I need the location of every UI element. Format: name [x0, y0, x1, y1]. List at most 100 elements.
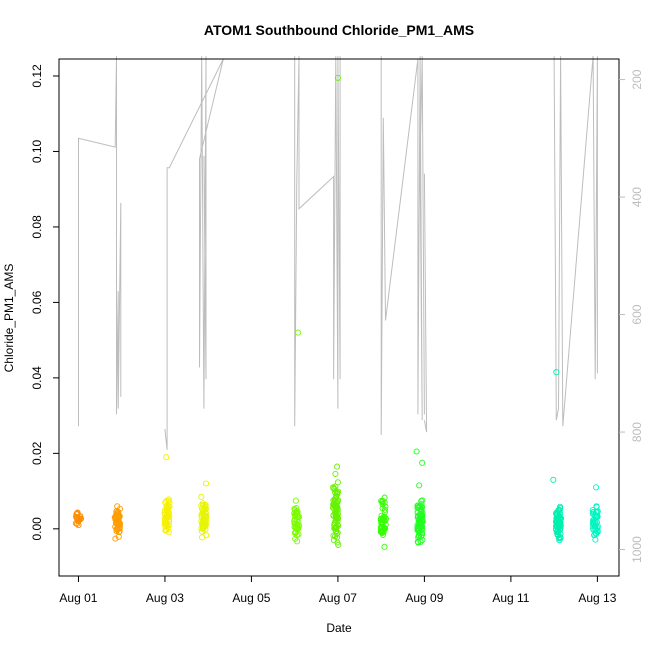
- y-tick-label: 0.12: [30, 64, 44, 88]
- data-point: [293, 532, 300, 539]
- data-point: [331, 505, 338, 512]
- data-point: [333, 528, 340, 535]
- data-point: [381, 543, 388, 550]
- data-point: [116, 525, 123, 532]
- data-point: [162, 499, 169, 506]
- data-point: [554, 514, 561, 522]
- y-tick-label: 0.10: [30, 139, 44, 163]
- data-point: [295, 329, 302, 336]
- data-point: [198, 493, 205, 500]
- data-point: [593, 484, 600, 491]
- data-point: [416, 482, 423, 489]
- data-point: [332, 498, 339, 505]
- x-tick-label: Aug 05: [232, 591, 270, 605]
- data-point: [116, 522, 123, 529]
- data-point: [335, 541, 342, 548]
- x-tick-label: Aug 11: [492, 591, 529, 605]
- data-point: [381, 517, 388, 524]
- data-point: [202, 517, 209, 524]
- data-point: [377, 517, 384, 524]
- y-tick-label: 0.00: [30, 517, 44, 541]
- data-point: [415, 513, 422, 520]
- line-series-segment: [78, 56, 122, 427]
- data-point: [419, 497, 426, 504]
- data-point: [334, 515, 341, 522]
- data-point: [199, 510, 206, 517]
- x-axis: Aug 01 Aug 03 Aug 05 Aug 07 Aug 09 Aug 11 Aug …: [59, 576, 617, 605]
- data-point: [165, 529, 172, 536]
- data-point: [165, 503, 172, 510]
- data-point: [379, 505, 386, 512]
- right-tick-label: 400: [630, 187, 644, 207]
- data-point: [292, 523, 300, 530]
- data-point: [556, 537, 563, 544]
- data-point: [590, 519, 597, 526]
- data-point: [378, 527, 385, 534]
- data-point: [202, 526, 209, 533]
- data-point: [330, 504, 337, 511]
- data-point: [335, 488, 342, 495]
- data-point: [166, 499, 173, 506]
- y-tick-label: 0.06: [30, 290, 44, 314]
- line-series-segment: [164, 56, 224, 450]
- data-point: [332, 470, 339, 477]
- x-tick-label: Aug 13: [578, 591, 616, 605]
- data-point: [590, 517, 597, 524]
- y-tick-label: 0.02: [30, 441, 44, 465]
- y-tick-label: 0.04: [30, 366, 44, 390]
- data-point: [334, 463, 341, 470]
- data-point: [202, 480, 210, 487]
- right-tick-label: 200: [630, 69, 644, 89]
- points-layer: [72, 74, 601, 550]
- data-point: [381, 499, 388, 506]
- data-point: [198, 525, 205, 532]
- data-point: [292, 535, 299, 542]
- data-point: [115, 533, 122, 540]
- data-point: [418, 513, 425, 520]
- data-point: [594, 528, 601, 536]
- data-point: [163, 523, 170, 530]
- line-series-segment: [553, 56, 598, 427]
- data-point: [334, 497, 341, 505]
- data-point: [115, 514, 122, 521]
- data-point: [590, 509, 597, 516]
- y-axis-right: 200 400 600 800 1000: [619, 69, 644, 563]
- data-point: [292, 497, 299, 504]
- data-point: [378, 523, 386, 531]
- data-point: [557, 503, 564, 510]
- data-point: [418, 504, 425, 511]
- line-series-layer: [78, 56, 598, 450]
- x-tick-label: Aug 07: [319, 591, 357, 605]
- data-point: [555, 519, 563, 526]
- right-tick-label: 800: [630, 422, 644, 442]
- x-tick-label: Aug 09: [405, 591, 443, 605]
- y-tick-label: 0.08: [30, 215, 44, 239]
- data-point: [198, 502, 205, 509]
- line-series-segment: [380, 56, 425, 436]
- data-point: [330, 484, 337, 491]
- data-point: [379, 529, 386, 537]
- data-point: [413, 448, 420, 455]
- data-point: [198, 534, 206, 541]
- data-point: [166, 518, 173, 525]
- data-point: [554, 523, 561, 530]
- data-point: [114, 503, 121, 510]
- data-point: [164, 505, 172, 512]
- x-tick-label: Aug 03: [146, 591, 184, 605]
- data-point: [163, 520, 171, 527]
- x-tick-label: Aug 01: [59, 591, 97, 605]
- right-tick-label: 600: [630, 304, 644, 324]
- data-point: [112, 535, 119, 542]
- data-point: [76, 516, 83, 523]
- data-point: [333, 489, 341, 496]
- data-point: [294, 521, 301, 528]
- data-point: [294, 513, 301, 520]
- data-point: [291, 520, 298, 527]
- data-point: [556, 506, 563, 513]
- data-point: [550, 476, 557, 483]
- data-point: [334, 74, 341, 81]
- data-point: [202, 505, 209, 513]
- line-series-segment: [294, 56, 341, 427]
- y-axis: 0.00 0.02 0.04 0.06 0.08 0.10 0.12: [30, 64, 59, 541]
